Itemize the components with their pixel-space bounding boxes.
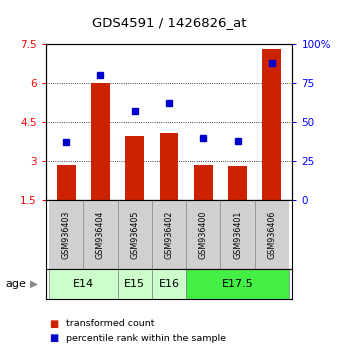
Bar <box>255 200 289 269</box>
Bar <box>118 269 152 299</box>
Bar <box>57 165 76 200</box>
Bar <box>152 200 186 269</box>
Text: GSM936402: GSM936402 <box>165 210 173 259</box>
Bar <box>91 83 110 200</box>
Bar <box>49 269 118 299</box>
Text: GSM936406: GSM936406 <box>267 210 276 259</box>
Bar <box>160 132 178 200</box>
Text: ■: ■ <box>49 333 58 343</box>
Bar <box>49 200 83 269</box>
Bar <box>125 136 144 200</box>
Text: GSM936405: GSM936405 <box>130 210 139 259</box>
Bar <box>220 200 255 269</box>
Bar <box>152 269 186 299</box>
Text: E14: E14 <box>73 279 94 289</box>
Text: E16: E16 <box>159 279 179 289</box>
Text: GSM936401: GSM936401 <box>233 210 242 259</box>
Text: ■: ■ <box>49 319 58 329</box>
Text: transformed count: transformed count <box>66 319 154 329</box>
Text: E17.5: E17.5 <box>222 279 254 289</box>
Bar <box>186 269 289 299</box>
Text: GSM936400: GSM936400 <box>199 210 208 259</box>
Text: E15: E15 <box>124 279 145 289</box>
Bar <box>262 50 281 200</box>
Text: GDS4591 / 1426826_at: GDS4591 / 1426826_at <box>92 17 246 29</box>
Text: GSM936404: GSM936404 <box>96 210 105 259</box>
Text: age: age <box>5 279 26 289</box>
Text: percentile rank within the sample: percentile rank within the sample <box>66 333 226 343</box>
Bar <box>118 200 152 269</box>
Bar <box>83 200 118 269</box>
Bar <box>186 200 220 269</box>
Text: ▶: ▶ <box>30 279 39 289</box>
Bar <box>194 165 213 200</box>
Text: GSM936403: GSM936403 <box>62 210 71 259</box>
Bar <box>228 166 247 200</box>
